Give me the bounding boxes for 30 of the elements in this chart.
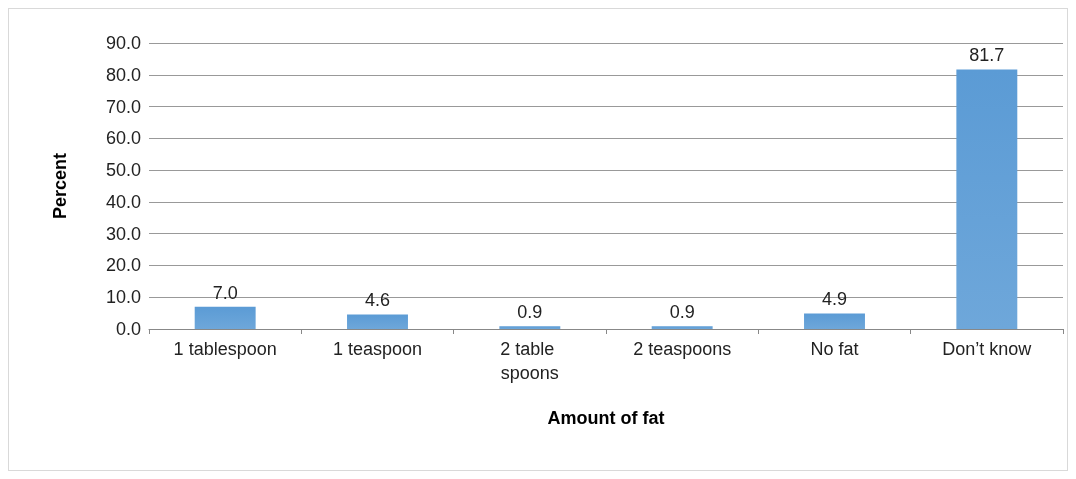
data-label: 4.6 [364,290,391,311]
x-tick-label: Don’t know [942,339,1033,359]
x-axis-title: Amount of fat [547,408,665,428]
data-label: 7.0 [212,282,238,303]
x-tick-label: No fat [810,339,859,359]
y-axis-title: Percent [50,152,70,220]
bar [347,314,408,329]
bar [956,69,1018,329]
x-tick-label: 1 teaspoon [332,339,423,359]
y-tick-label: 50.0 [105,160,141,181]
y-tick-label: 40.0 [105,191,141,212]
bar [651,326,713,329]
y-tick-label: 0.0 [115,319,141,339]
y-tick-label: 60.0 [105,128,141,149]
x-tick-label: 1 tablespoon [173,339,277,359]
y-tick-label: 20.0 [105,255,141,276]
y-tick-label: 90.0 [105,33,141,53]
y-tick-label: 70.0 [105,96,141,117]
data-label: 0.9 [669,302,695,323]
data-label: 0.9 [517,302,543,323]
bar [194,306,256,329]
data-label: 81.7 [969,45,1005,66]
y-tick-label: 10.0 [105,287,141,308]
bar [499,326,561,329]
y-tick-label: 30.0 [105,223,141,244]
data-label: 4.9 [821,289,848,310]
bar [804,313,865,329]
x-tick-label: 2 teaspoons [633,339,732,359]
x-tick-label: 2 table spoons [500,339,560,383]
y-tick-label: 80.0 [105,64,141,85]
